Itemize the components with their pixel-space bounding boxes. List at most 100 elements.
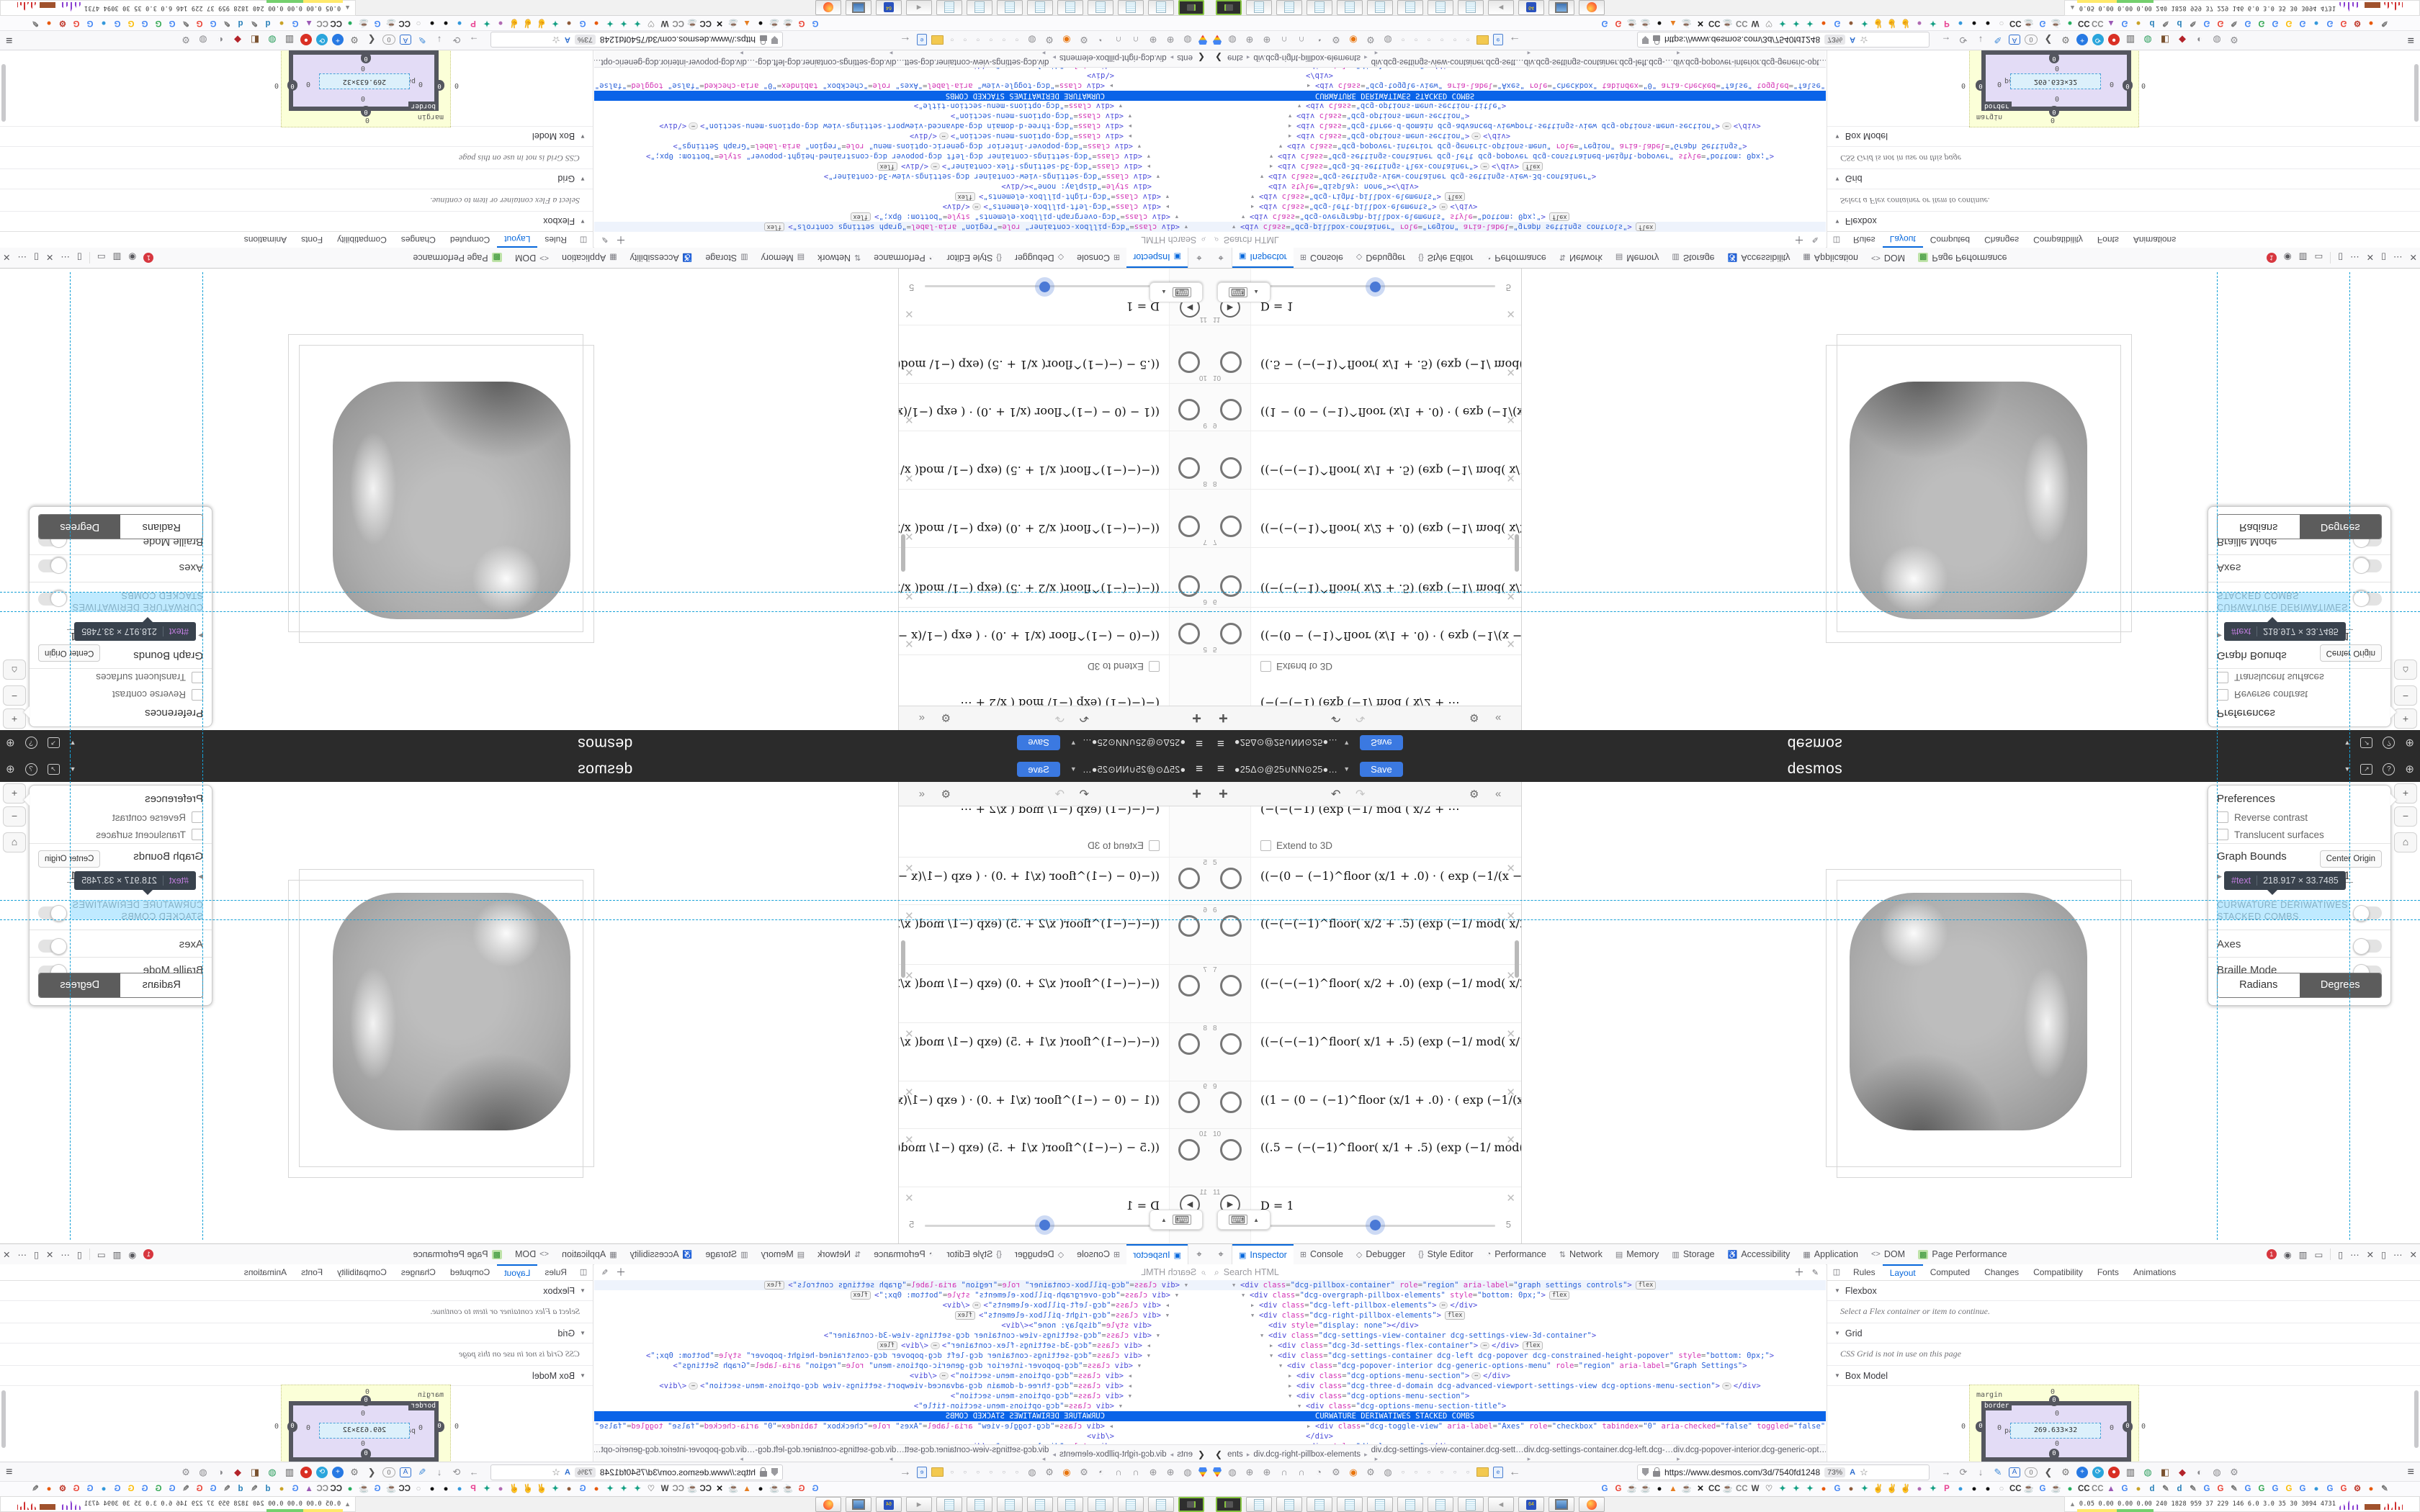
pin-icon[interactable] xyxy=(1198,35,1207,45)
toolbar-icon[interactable]: ◆ xyxy=(2179,35,2186,46)
delete-expression-icon[interactable]: ✕ xyxy=(905,472,914,484)
markup-line[interactable]: ▶<div class="dcg-3d-settings-flex-contai… xyxy=(1210,1341,1826,1351)
toolbar-icon[interactable]: + xyxy=(2076,1466,2088,1478)
bookmark-favicon[interactable]: ✎ xyxy=(2190,19,2197,27)
markup-line[interactable]: ▼<div class="dcg-pillbox-container" role… xyxy=(1210,1280,1826,1290)
eyedropper-icon[interactable]: ✎ xyxy=(1811,235,1819,244)
boxmodel-section-header[interactable]: ▼ Box Model xyxy=(0,1366,593,1386)
bookmark-favicon[interactable]: G xyxy=(798,19,805,27)
devtools-tab-page-performance[interactable]: ▩ Page Performance xyxy=(1917,1249,2007,1259)
devtools-tab-performance[interactable]: ◔ Performance xyxy=(874,253,934,263)
expression-latex[interactable]: (−(−(−1) (exp (−1/ mod ( x/2 + ⋯ xyxy=(1260,696,1460,706)
toolbar-icon[interactable]: ✎ xyxy=(1994,1466,2002,1477)
tray-arrow-icon[interactable]: ▲ xyxy=(2069,1500,2076,1508)
bookmark-favicon[interactable]: ☕ xyxy=(1722,19,1734,27)
toolbar-icon[interactable]: ◍ xyxy=(1384,1466,1392,1477)
taskbar-button-note[interactable] xyxy=(1397,0,1423,15)
markup-line[interactable]: ▶<div class="dcg-options-menu-section">⋯… xyxy=(1289,1372,1511,1380)
markup-line[interactable]: ▶<div class="dcg-options-menu-section">⋯… xyxy=(909,1372,1131,1380)
toolbar-icon[interactable]: ↓ xyxy=(1978,35,1984,45)
folder-icon[interactable] xyxy=(1476,35,1489,45)
bookmark-star-icon[interactable]: ☆ xyxy=(1860,1466,1868,1477)
zoom-out-button[interactable]: − xyxy=(2394,685,2417,706)
bookmark-favicon[interactable]: ✦ xyxy=(1793,1485,1800,1493)
hide-toggle-circle[interactable] xyxy=(1220,1139,1242,1161)
grid-section-header[interactable]: ▼ Grid xyxy=(0,168,593,189)
expression-scrollbar[interactable] xyxy=(1515,940,1519,978)
sidebar-tab-fonts[interactable]: Fonts xyxy=(2097,1267,2119,1277)
taskbar-button-note[interactable] xyxy=(1458,1497,1484,1512)
markup-line[interactable]: </div> xyxy=(1306,1432,1333,1441)
bookmark-favicon[interactable]: G xyxy=(2258,19,2265,27)
bookmark-favicon[interactable]: d xyxy=(238,1485,243,1493)
section-toggle[interactable] xyxy=(38,905,67,922)
delete-expression-icon[interactable]: ✕ xyxy=(905,863,914,875)
extend-to-3d-checkbox[interactable]: Extend to 3D xyxy=(1088,840,1160,851)
bookmark-favicon[interactable]: ▲ xyxy=(305,19,313,27)
toolbar-icon[interactable]: ◐ xyxy=(218,35,223,45)
bookmark-favicon[interactable]: ✦ xyxy=(1806,19,1814,27)
toolbar-icon[interactable]: ◉ xyxy=(1349,35,1358,46)
expression-latex[interactable]: ((1 − (0 − (−1)^floor (x/1 + .0) · ( exp… xyxy=(899,1093,1160,1107)
back-icon[interactable]: ← xyxy=(1509,34,1520,47)
toolbar-icon[interactable]: ○ xyxy=(1466,37,1470,43)
slider-track[interactable] xyxy=(1263,282,1495,292)
expression-scrollbar[interactable] xyxy=(1515,534,1519,572)
bookmark-favicon[interactable]: ● xyxy=(498,1485,503,1493)
language-icon[interactable]: ⊕ xyxy=(6,763,15,775)
delete-expression-icon[interactable]: ✕ xyxy=(1506,970,1515,982)
bookmark-favicon[interactable]: ⚙ xyxy=(2353,19,2362,27)
sidebar-tab-fonts[interactable]: Fonts xyxy=(301,1267,323,1277)
degrees-button[interactable]: Degrees xyxy=(39,973,121,997)
toolbar-icon[interactable]: ⚙ xyxy=(1332,1466,1340,1477)
markup-line[interactable]: ▶<div class="dcg-three-d-domain dcg-adva… xyxy=(1289,122,1761,130)
bookmark-favicon[interactable]: ✦ xyxy=(606,1485,614,1493)
header-caret-icon[interactable]: ▼ xyxy=(69,765,76,773)
delete-expression-icon[interactable]: ✕ xyxy=(905,530,914,542)
toolbar-icon[interactable]: ⚙ xyxy=(2061,1466,2070,1477)
toolbar-icon[interactable]: ○ xyxy=(1414,1469,1418,1475)
bookmark-favicon[interactable]: ▲ xyxy=(1669,1485,1677,1493)
bookmark-favicon[interactable]: G xyxy=(2244,19,2251,27)
hide-toggle-circle[interactable] xyxy=(1178,399,1200,420)
help-icon[interactable]: ? xyxy=(2383,737,2396,750)
bookmark-favicon[interactable]: ☕ xyxy=(768,19,780,27)
new-node-icon[interactable]: ＋ xyxy=(1794,1266,1804,1278)
bookmark-favicon[interactable]: G xyxy=(2217,19,2224,27)
bookmark-favicon[interactable]: G xyxy=(155,19,162,27)
bookmark-favicon[interactable]: ● xyxy=(1848,1485,1854,1493)
breadcrumb-left-icon[interactable]: ❮ xyxy=(1215,53,1223,63)
bookmark-favicon[interactable]: CC xyxy=(398,19,411,27)
markup-line[interactable]: ▼<div class="dcg-popover-interior dcg-ge… xyxy=(1279,142,1747,150)
bookmark-favicon[interactable]: ● xyxy=(1985,1485,1991,1493)
expression-row[interactable]: 8 ((−(−(−1)^floor( x/1 + .5) (exp (−1/ mo… xyxy=(899,1023,1210,1081)
toolbar-icon[interactable]: ◍ xyxy=(199,35,207,46)
redo-button[interactable]: ↷ xyxy=(1355,711,1366,724)
tray-arrow-icon[interactable]: ▲ xyxy=(2069,4,2076,12)
bookmark-favicon[interactable]: ● xyxy=(2368,19,2374,27)
toolbar-icon[interactable]: ● xyxy=(300,1466,312,1478)
markup-line[interactable]: <div style="display: none"></div> xyxy=(594,68,1210,71)
taskbar-button-ff[interactable] xyxy=(1579,0,1605,15)
toolbar-icon[interactable]: ✎ xyxy=(1994,35,2002,46)
devtools-tab-memory[interactable]: ▤ Memory xyxy=(1615,1249,1659,1259)
devtools-tab-inspector[interactable]: ▣ Inspector xyxy=(1126,1244,1188,1264)
expression-latex[interactable]: ((.5 − (−(−1)^floor( x/1 + .5) (exp (−1/… xyxy=(1260,358,1521,372)
markup-line[interactable]: <div style="display: none"></div> xyxy=(1001,1321,1152,1330)
markup-line[interactable]: ▼<div class="dcg-right-pillbox-elements"… xyxy=(1210,192,1826,202)
breadcrumb-item[interactable]: div.dcg-settings-container.dcg-left.dcg-… xyxy=(746,58,897,67)
bookmark-favicon[interactable]: d xyxy=(265,1485,271,1493)
bookmark-favicon[interactable]: G xyxy=(210,19,217,27)
markup-line[interactable]: ▼<div class="dcg-right-pillbox-elements"… xyxy=(594,1310,1210,1320)
taskbar-button-note[interactable] xyxy=(1367,0,1393,15)
bookmark-favicon[interactable]: ● xyxy=(2368,1485,2374,1493)
devtools-toolbar-icon[interactable]: ◉ xyxy=(128,1249,137,1260)
expression-row[interactable]: 7 ((−(−(−1)^floor( x/2 + .0) (exp (−1/ mo… xyxy=(899,965,1210,1023)
bookmark-favicon[interactable]: ✎ xyxy=(2162,1485,2169,1493)
bookmark-favicon[interactable]: ☕ xyxy=(385,1485,397,1493)
reverse-contrast-checkbox[interactable]: Reverse contrast xyxy=(2217,689,2382,701)
responsive-mode-icon[interactable]: ▯ xyxy=(2381,1249,2387,1260)
shield-icon[interactable] xyxy=(1642,36,1649,44)
toolbar-icon[interactable]: ◔ xyxy=(1098,35,1104,45)
new-node-icon[interactable]: ＋ xyxy=(1794,234,1804,246)
